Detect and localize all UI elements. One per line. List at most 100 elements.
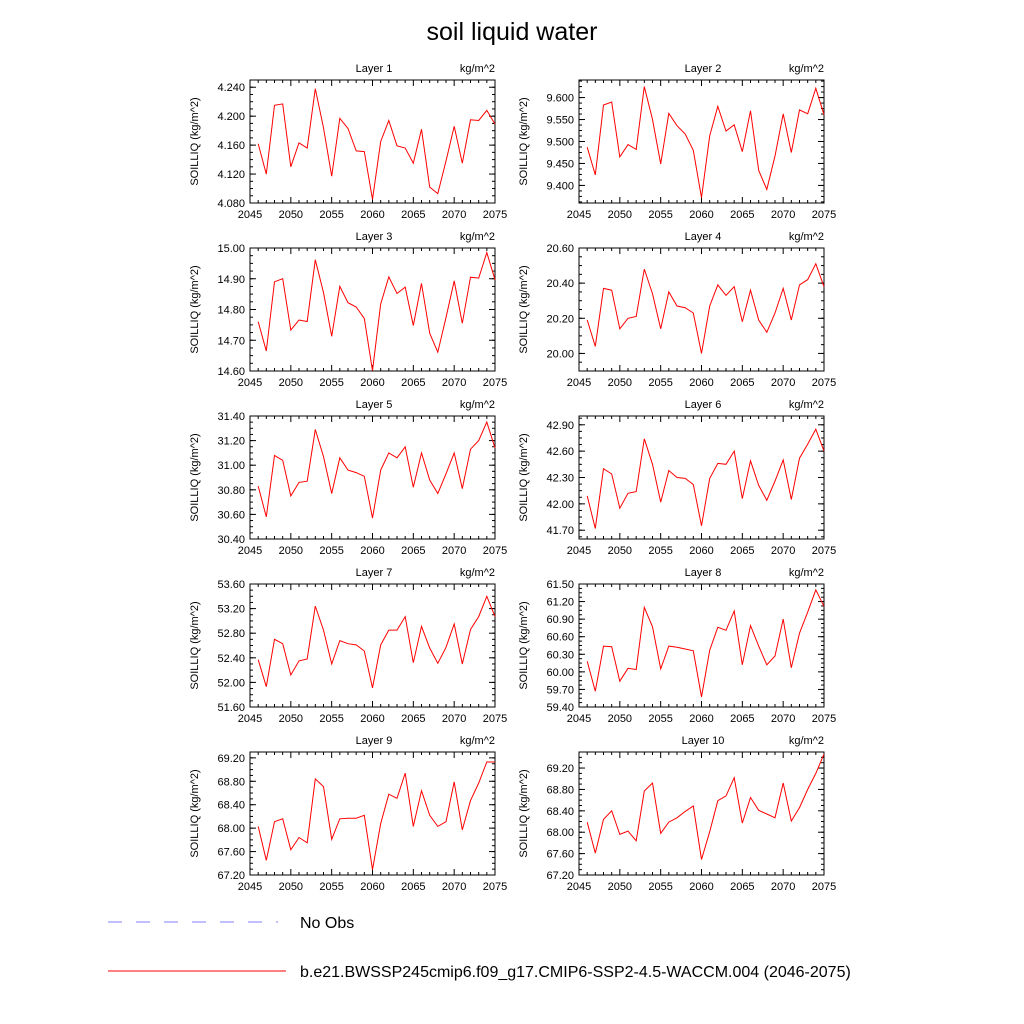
y-tick-label: 52.00 bbox=[217, 677, 245, 689]
y-tick-label: 9.500 bbox=[546, 137, 574, 149]
x-tick-label: 2065 bbox=[730, 713, 754, 725]
panel-units: kg/m^2 bbox=[789, 231, 824, 243]
x-tick-label: 2065 bbox=[401, 377, 425, 389]
panel-units: kg/m^2 bbox=[460, 231, 495, 243]
y-axis-label: SOILLIQ (kg/m^2) bbox=[518, 265, 530, 353]
panel-units: kg/m^2 bbox=[460, 63, 495, 75]
x-tick-label: 2065 bbox=[401, 209, 425, 221]
plot-frame bbox=[578, 79, 825, 204]
y-tick-label: 68.00 bbox=[217, 823, 245, 835]
x-tick-label: 2050 bbox=[279, 209, 303, 221]
x-tick-label: 2060 bbox=[689, 713, 713, 725]
legend: No Obs b.e21.BWSSP245cmip6.f09_g17.CMIP6… bbox=[108, 915, 851, 981]
x-tick-label: 2045 bbox=[567, 713, 591, 725]
y-tick-label: 67.60 bbox=[217, 847, 245, 859]
x-tick-label: 2045 bbox=[567, 881, 591, 893]
x-tick-label: 2065 bbox=[730, 209, 754, 221]
series-line bbox=[257, 88, 496, 200]
panel-grid: 2045 2050 2055 2060 2065 2070 2075 4.080 4.120 4.… bbox=[189, 63, 836, 893]
y-tick-label: 20.20 bbox=[546, 313, 574, 325]
x-tick-label: 2060 bbox=[360, 377, 384, 389]
series-line bbox=[257, 420, 496, 519]
panel-title: Layer 6 bbox=[685, 399, 722, 411]
panel-layer-2: 2045 2050 2055 2060 2065 2070 2075 9.400 9.450 9.… bbox=[518, 63, 836, 221]
x-tick-label: 2055 bbox=[319, 377, 343, 389]
x-tick-label: 2075 bbox=[812, 209, 836, 221]
y-tick-label: 4.120 bbox=[217, 169, 245, 181]
y-tick-label: 51.60 bbox=[217, 702, 245, 714]
panel-layer-1: 2045 2050 2055 2060 2065 2070 2075 4.080 4.120 4.… bbox=[189, 63, 507, 221]
x-tick-label: 2060 bbox=[360, 209, 384, 221]
x-tick-label: 2070 bbox=[442, 209, 466, 221]
y-tick-label: 60.00 bbox=[546, 667, 574, 679]
x-tick-label: 2070 bbox=[442, 377, 466, 389]
y-tick-label: 42.90 bbox=[546, 420, 574, 432]
y-tick-label: 53.20 bbox=[217, 604, 245, 616]
y-tick-label: 20.60 bbox=[546, 243, 574, 255]
y-tick-label: 4.160 bbox=[217, 140, 245, 152]
x-tick-label: 2060 bbox=[360, 713, 384, 725]
panel-title: Layer 7 bbox=[356, 567, 393, 579]
y-tick-label: 20.00 bbox=[546, 348, 574, 360]
x-tick-label: 2045 bbox=[567, 545, 591, 557]
x-tick-label: 2075 bbox=[483, 377, 507, 389]
series-line bbox=[586, 86, 825, 198]
plot-frame bbox=[249, 751, 496, 876]
figure-title: soil liquid water bbox=[427, 18, 598, 46]
x-tick-label: 2065 bbox=[401, 545, 425, 557]
plot-frame bbox=[249, 247, 496, 372]
y-axis-label: SOILLIQ (kg/m^2) bbox=[189, 265, 201, 353]
y-tick-label: 69.20 bbox=[546, 763, 574, 775]
panel-title: Layer 8 bbox=[685, 567, 722, 579]
y-tick-label: 14.90 bbox=[217, 274, 245, 286]
panel-layer-9: 2045 2050 2055 2060 2065 2070 2075 67.20 67.60 68… bbox=[189, 735, 507, 893]
panel-layer-10: 2045 2050 2055 2060 2065 2070 2075 67.20 67.60 68… bbox=[518, 735, 836, 893]
plot-frame bbox=[249, 79, 496, 204]
y-tick-label: 61.20 bbox=[546, 597, 574, 609]
y-tick-label: 30.80 bbox=[217, 485, 245, 497]
x-tick-label: 2075 bbox=[483, 545, 507, 557]
panel-layer-6: 2045 2050 2055 2060 2065 2070 2075 41.70 42.00 42… bbox=[518, 399, 836, 557]
y-tick-label: 31.40 bbox=[217, 411, 245, 423]
x-tick-label: 2075 bbox=[812, 713, 836, 725]
x-tick-label: 2075 bbox=[483, 713, 507, 725]
y-tick-label: 59.70 bbox=[546, 684, 574, 696]
series-line bbox=[586, 753, 825, 860]
x-tick-label: 2075 bbox=[483, 881, 507, 893]
x-tick-label: 2050 bbox=[608, 713, 632, 725]
y-tick-label: 20.40 bbox=[546, 278, 574, 290]
y-tick-label: 68.80 bbox=[217, 776, 245, 788]
y-tick-label: 69.20 bbox=[217, 753, 245, 765]
y-tick-label: 67.20 bbox=[546, 870, 574, 882]
panel-units: kg/m^2 bbox=[460, 735, 495, 747]
x-tick-label: 2045 bbox=[567, 209, 591, 221]
y-tick-label: 61.50 bbox=[546, 579, 574, 591]
series-line bbox=[257, 761, 495, 870]
x-tick-label: 2070 bbox=[771, 713, 795, 725]
x-tick-label: 2055 bbox=[319, 209, 343, 221]
y-tick-label: 14.70 bbox=[217, 335, 245, 347]
y-tick-label: 31.20 bbox=[217, 436, 245, 448]
x-tick-label: 2070 bbox=[442, 713, 466, 725]
x-tick-label: 2065 bbox=[730, 881, 754, 893]
y-axis-label: SOILLIQ (kg/m^2) bbox=[189, 601, 201, 689]
y-tick-label: 9.450 bbox=[546, 158, 574, 170]
x-tick-label: 2070 bbox=[442, 881, 466, 893]
y-axis-label: SOILLIQ (kg/m^2) bbox=[518, 601, 530, 689]
y-axis-label: SOILLIQ (kg/m^2) bbox=[518, 97, 530, 185]
y-tick-label: 52.40 bbox=[217, 653, 245, 665]
y-tick-label: 68.40 bbox=[546, 806, 574, 818]
y-tick-label: 68.80 bbox=[546, 784, 574, 796]
y-tick-label: 59.40 bbox=[546, 702, 574, 714]
x-tick-label: 2065 bbox=[730, 377, 754, 389]
x-tick-label: 2060 bbox=[360, 545, 384, 557]
y-tick-label: 52.80 bbox=[217, 628, 245, 640]
y-tick-label: 60.60 bbox=[546, 632, 574, 644]
x-tick-label: 2070 bbox=[771, 545, 795, 557]
series-line bbox=[586, 262, 825, 354]
y-tick-label: 9.600 bbox=[546, 93, 574, 105]
legend-model-label: b.e21.BWSSP245cmip6.f09_g17.CMIP6-SSP2-4… bbox=[300, 964, 851, 981]
panel-title: Layer 1 bbox=[356, 63, 393, 75]
legend-obs-label: No Obs bbox=[300, 915, 354, 932]
x-tick-label: 2070 bbox=[442, 545, 466, 557]
